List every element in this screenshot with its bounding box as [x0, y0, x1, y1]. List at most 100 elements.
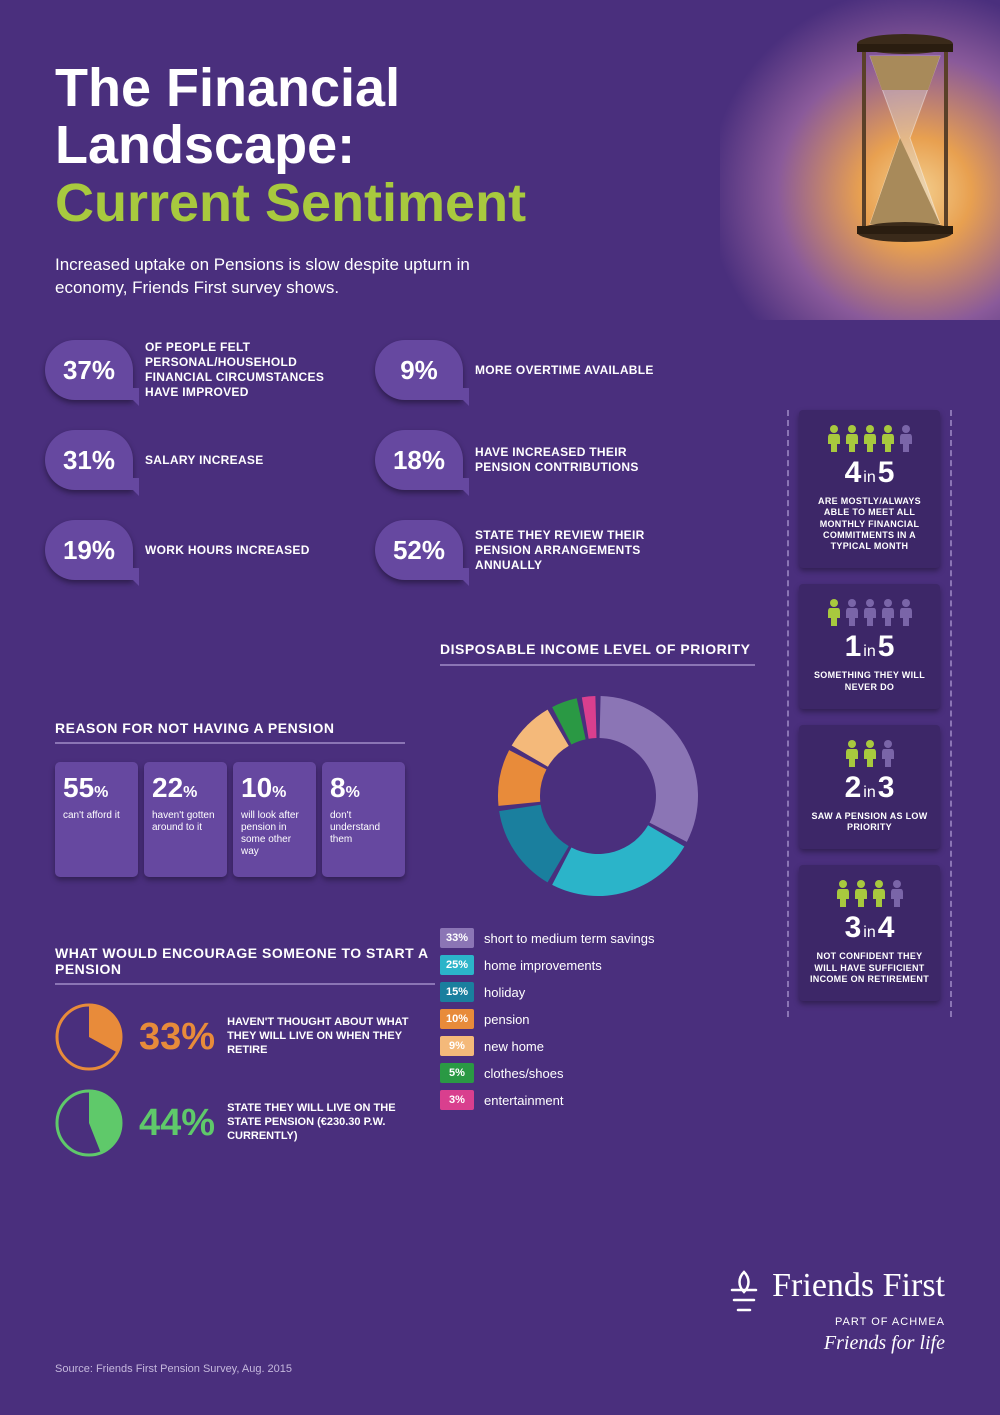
brand-mark-icon: [724, 1270, 764, 1314]
reason-label: haven't gotten around to it: [152, 810, 219, 834]
legend-swatch: 10%: [440, 1009, 474, 1029]
ratio-text: 3in4: [807, 913, 932, 943]
legend-label: clothes/shoes: [484, 1066, 564, 1081]
donut-segment: [599, 696, 697, 842]
stat-badge: 9%: [375, 340, 463, 400]
hourglass-icon: [840, 30, 970, 250]
legend-row: 15% holiday: [440, 982, 755, 1002]
donut-title: DISPOSABLE INCOME LEVEL OF PRIORITY: [440, 640, 755, 666]
encourage-title: WHAT WOULD ENCOURAGE SOMEONE TO START A …: [55, 945, 435, 985]
donut-segment: [552, 825, 684, 896]
legend-swatch: 25%: [440, 955, 474, 975]
mini-pie-icon: [55, 1003, 123, 1071]
sidebar-card-text: NOT CONFIDENT THEY WILL HAVE SUFFICIENT …: [807, 951, 932, 985]
encourage-pct: 44%: [139, 1102, 215, 1145]
person-icon: [889, 879, 905, 907]
reason-label: don't understand them: [330, 810, 397, 846]
person-icon: [880, 739, 896, 767]
stat-item: 31% SALARY INCREASE: [45, 430, 355, 490]
encourage-row: 33% HAVEN'T THOUGHT ABOUT WHAT THEY WILL…: [55, 1003, 435, 1071]
ratio-text: 1in5: [807, 632, 932, 662]
stat-text: STATE THEY REVIEW THEIR PENSION ARRANGEM…: [475, 528, 675, 573]
legend-swatch: 15%: [440, 982, 474, 1002]
brand-name: Friends First: [772, 1267, 945, 1304]
brand-sub: PART OF ACHMEA: [724, 1316, 945, 1328]
reason-pct: 10%: [241, 772, 308, 804]
stat-item: 18% HAVE INCREASED THEIR PENSION CONTRIB…: [375, 430, 685, 490]
reason-label: can't afford it: [63, 810, 130, 822]
stat-item: 9% MORE OVERTIME AVAILABLE: [375, 340, 685, 400]
sidebar: 4in5 ARE MOSTLY/ALWAYS ABLE TO MEET ALL …: [787, 410, 952, 1017]
sidebar-card: 4in5 ARE MOSTLY/ALWAYS ABLE TO MEET ALL …: [799, 410, 940, 568]
reason-card: 10% will look after pension in some othe…: [233, 762, 316, 877]
legend-row: 10% pension: [440, 1009, 755, 1029]
reason-label: will look after pension in some other wa…: [241, 810, 308, 858]
legend-row: 5% clothes/shoes: [440, 1063, 755, 1083]
person-icon: [844, 424, 860, 452]
legend-label: pension: [484, 1012, 530, 1027]
stat-badge: 37%: [45, 340, 133, 400]
person-icon: [898, 424, 914, 452]
encourage-pct: 33%: [139, 1016, 215, 1059]
stat-text: OF PEOPLE FELT PERSONAL/HOUSEHOLD FINANC…: [145, 340, 345, 400]
person-icon: [862, 598, 878, 626]
stat-text: SALARY INCREASE: [145, 453, 264, 468]
legend-row: 3% entertainment: [440, 1090, 755, 1110]
legend-swatch: 3%: [440, 1090, 474, 1110]
stat-item: 19% WORK HOURS INCREASED: [45, 520, 355, 580]
person-icon: [853, 879, 869, 907]
hourglass-illustration: [720, 0, 1000, 320]
reason-card: 8% don't understand them: [322, 762, 405, 877]
person-icon: [835, 879, 851, 907]
encourage-section: WHAT WOULD ENCOURAGE SOMEONE TO START A …: [55, 945, 435, 1175]
ratio-text: 4in5: [807, 458, 932, 488]
legend-label: holiday: [484, 985, 525, 1000]
mini-pie-icon: [55, 1089, 123, 1157]
person-icon: [880, 424, 896, 452]
sidebar-card: 1in5 SOMETHING THEY WILL NEVER DO: [799, 584, 940, 709]
reasons-section: REASON FOR NOT HAVING A PENSION 55% can'…: [55, 720, 405, 877]
sidebar-card-text: ARE MOSTLY/ALWAYS ABLE TO MEET ALL MONTH…: [807, 496, 932, 552]
footer-logo: Friends First PART OF ACHMEA Friends for…: [724, 1267, 945, 1355]
stat-pct: 18%: [393, 445, 445, 476]
sidebar-card: 3in4 NOT CONFIDENT THEY WILL HAVE SUFFIC…: [799, 865, 940, 1001]
ratio-text: 2in3: [807, 773, 932, 803]
title-line-2: Current Sentiment: [55, 175, 655, 232]
legend-label: short to medium term savings: [484, 931, 655, 946]
stat-pct: 37%: [63, 355, 115, 386]
legend-row: 33% short to medium term savings: [440, 928, 755, 948]
donut-segment: [499, 805, 569, 883]
encourage-text: STATE THEY WILL LIVE ON THE STATE PENSIO…: [227, 1102, 417, 1143]
title-line-1: The Financial Landscape:: [55, 60, 655, 173]
subtitle: Increased uptake on Pensions is slow des…: [55, 254, 475, 300]
legend-row: 9% new home: [440, 1036, 755, 1056]
stat-badge: 19%: [45, 520, 133, 580]
stats-grid: 37% OF PEOPLE FELT PERSONAL/HOUSEHOLD FI…: [45, 340, 685, 580]
reason-card: 22% haven't gotten around to it: [144, 762, 227, 877]
legend-swatch: 9%: [440, 1036, 474, 1056]
stat-pct: 19%: [63, 535, 115, 566]
reasons-title: REASON FOR NOT HAVING A PENSION: [55, 720, 405, 744]
stat-badge: 52%: [375, 520, 463, 580]
reason-pct: 8%: [330, 772, 397, 804]
person-icon: [862, 424, 878, 452]
people-row: [807, 424, 932, 452]
stat-text: HAVE INCREASED THEIR PENSION CONTRIBUTIO…: [475, 445, 675, 475]
legend-label: home improvements: [484, 958, 602, 973]
source-text: Source: Friends First Pension Survey, Au…: [55, 1363, 292, 1375]
stat-pct: 52%: [393, 535, 445, 566]
people-row: [807, 879, 932, 907]
person-icon: [844, 739, 860, 767]
stat-text: WORK HOURS INCREASED: [145, 543, 310, 558]
encourage-text: HAVEN'T THOUGHT ABOUT WHAT THEY WILL LIV…: [227, 1016, 417, 1057]
person-icon: [880, 598, 896, 626]
person-icon: [862, 739, 878, 767]
header: The Financial Landscape: Current Sentime…: [55, 60, 655, 300]
legend-row: 25% home improvements: [440, 955, 755, 975]
donut-chart: [488, 686, 708, 906]
people-row: [807, 598, 932, 626]
person-icon: [826, 598, 842, 626]
legend-label: entertainment: [484, 1093, 564, 1108]
stat-item: 37% OF PEOPLE FELT PERSONAL/HOUSEHOLD FI…: [45, 340, 355, 400]
sidebar-card-text: SAW A PENSION AS LOW PRIORITY: [807, 811, 932, 834]
